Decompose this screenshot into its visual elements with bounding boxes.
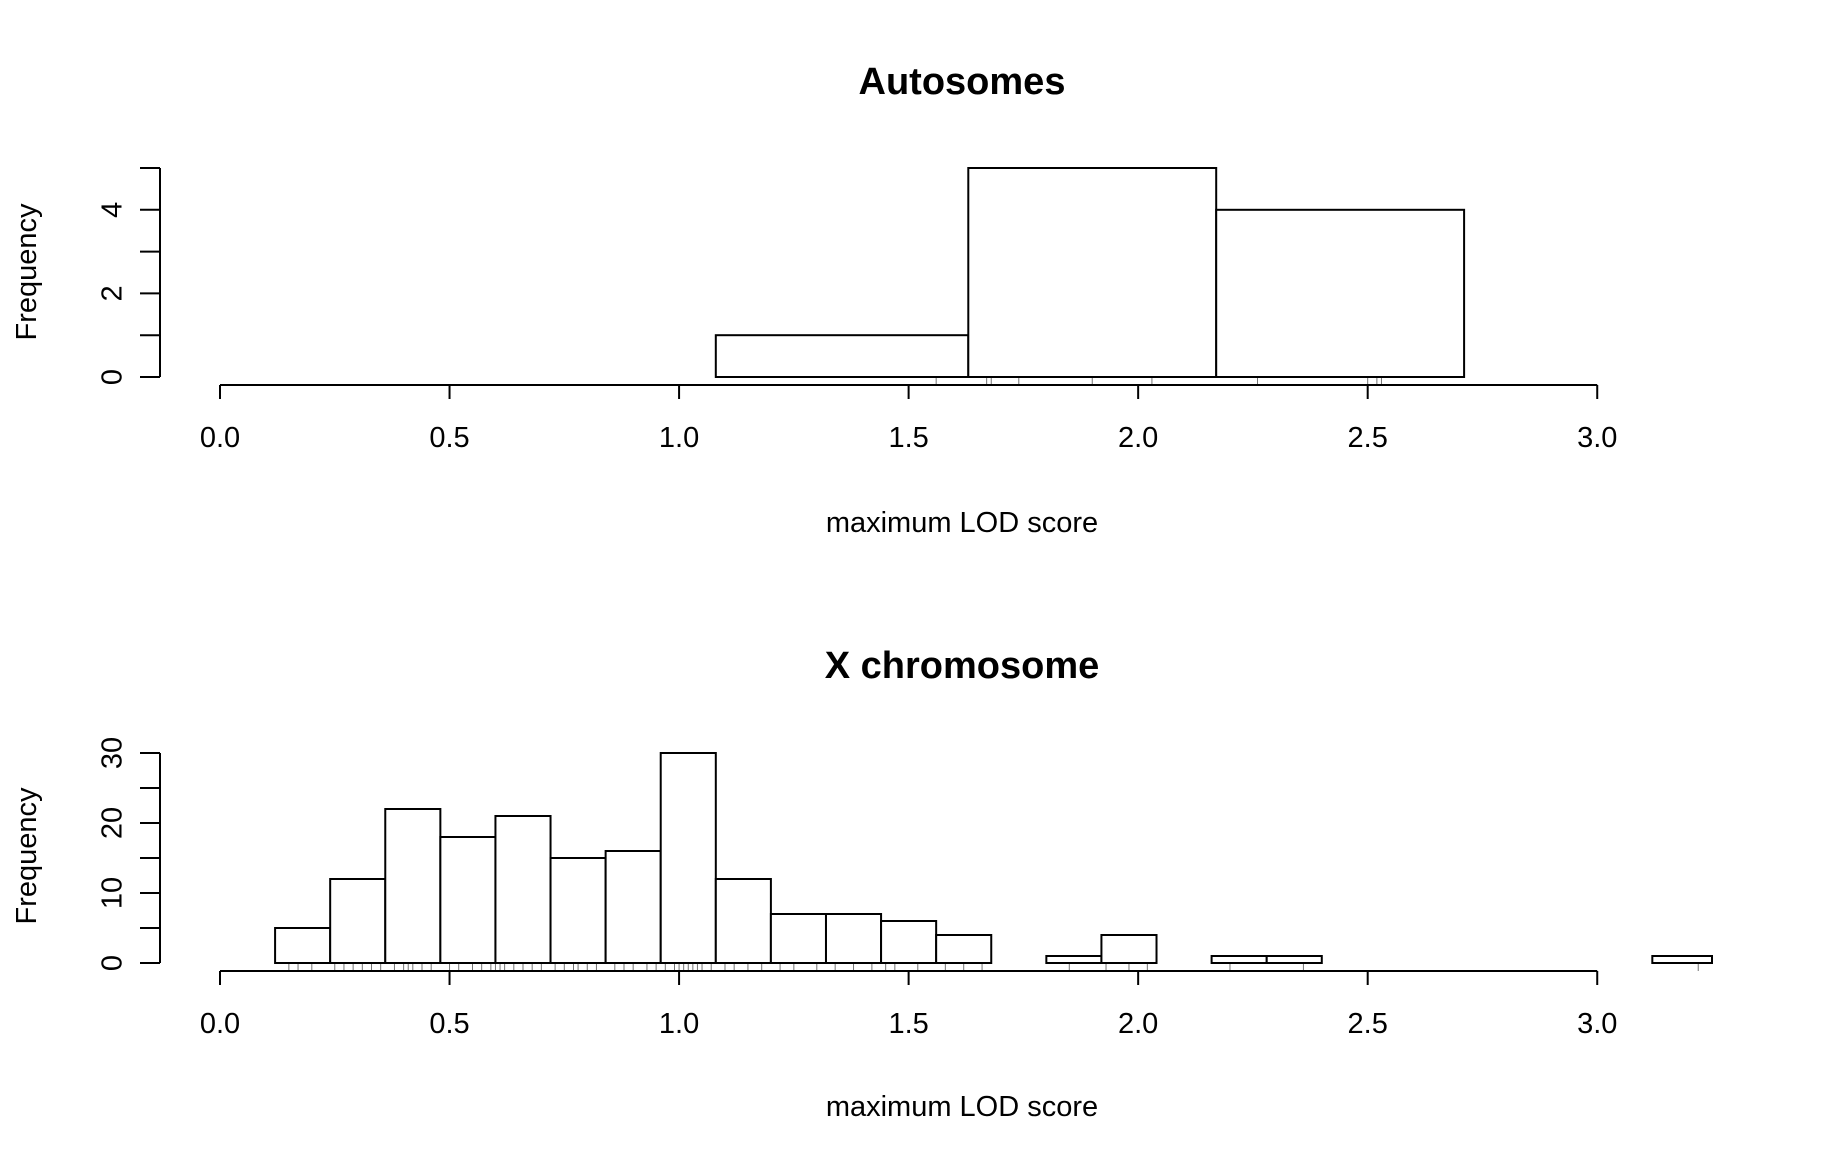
y-tick-label: 0 bbox=[97, 955, 129, 971]
x-tick-label: 1.5 bbox=[888, 1008, 928, 1040]
histogram-bar bbox=[604, 850, 662, 964]
histogram-bar bbox=[1210, 955, 1268, 964]
histogram-bar bbox=[824, 913, 883, 964]
histogram-panel-x-chromosome: X chromosome maximum LOD score Frequency… bbox=[11, 645, 1713, 1123]
histogram-bar bbox=[935, 934, 993, 964]
y-tick-label: 2 bbox=[97, 285, 129, 301]
x-tick-label: 3.0 bbox=[1577, 1008, 1617, 1040]
y-tick-label: 20 bbox=[97, 807, 129, 839]
histogram-bar bbox=[1651, 955, 1713, 964]
x-tick-label: 1.0 bbox=[659, 1008, 699, 1040]
histogram-bar bbox=[769, 913, 827, 964]
x-axis: 0.0 0.5 1.0 1.5 2.0 2.5 3.0 bbox=[200, 970, 1617, 1040]
chart-title: X chromosome bbox=[825, 645, 1100, 687]
histogram-bar bbox=[1045, 955, 1103, 964]
chart-title: Autosomes bbox=[859, 61, 1066, 103]
histogram-bar bbox=[549, 857, 607, 964]
x-tick-label: 0.0 bbox=[200, 422, 240, 454]
histogram-bar bbox=[714, 334, 970, 379]
histogram-bar bbox=[439, 836, 497, 964]
x-tick-label: 1.0 bbox=[659, 422, 699, 454]
histogram-bar bbox=[659, 752, 717, 964]
y-tick-label: 30 bbox=[97, 737, 129, 769]
bars bbox=[274, 752, 1713, 964]
histogram-bar bbox=[494, 815, 552, 964]
histogram-bar bbox=[384, 808, 442, 964]
x-tick-label: 3.0 bbox=[1577, 422, 1617, 454]
x-tick-label: 0.5 bbox=[429, 422, 469, 454]
histogram-bar bbox=[274, 927, 332, 964]
y-axis-label: Frequency bbox=[11, 787, 43, 925]
x-tick-label: 2.0 bbox=[1118, 1008, 1158, 1040]
y-axis: 0 10 20 30 bbox=[97, 737, 161, 971]
x-tick-label: 2.5 bbox=[1348, 422, 1388, 454]
x-axis-label: maximum LOD score bbox=[826, 1091, 1098, 1123]
y-tick-label: 0 bbox=[97, 369, 129, 385]
x-tick-label: 2.5 bbox=[1348, 1008, 1388, 1040]
rug-marks bbox=[935, 377, 1382, 385]
histogram-bar bbox=[967, 167, 1218, 378]
bars bbox=[714, 167, 1466, 379]
x-axis-label: maximum LOD score bbox=[826, 507, 1098, 539]
y-axis-label: Frequency bbox=[11, 203, 43, 341]
x-axis: 0.0 0.5 1.0 1.5 2.0 2.5 3.0 bbox=[200, 384, 1617, 454]
x-tick-label: 0.0 bbox=[200, 1008, 240, 1040]
histogram-panel-autosomes: Autosomes maximum LOD score Frequency 0.… bbox=[11, 61, 1617, 539]
y-tick-label: 10 bbox=[97, 877, 129, 909]
x-tick-label: 1.5 bbox=[888, 422, 928, 454]
histogram-bar bbox=[880, 920, 938, 964]
histogram-bar bbox=[1265, 955, 1323, 964]
histogram-bar bbox=[329, 878, 387, 964]
x-tick-label: 0.5 bbox=[429, 1008, 469, 1040]
histogram-bar bbox=[1215, 208, 1466, 378]
y-axis: 0 2 4 bbox=[97, 167, 161, 385]
y-tick-label: 4 bbox=[97, 202, 129, 218]
x-tick-label: 2.0 bbox=[1118, 422, 1158, 454]
histogram-bar bbox=[714, 878, 772, 964]
rug-marks bbox=[288, 963, 1699, 971]
histogram-bar bbox=[1100, 934, 1158, 964]
